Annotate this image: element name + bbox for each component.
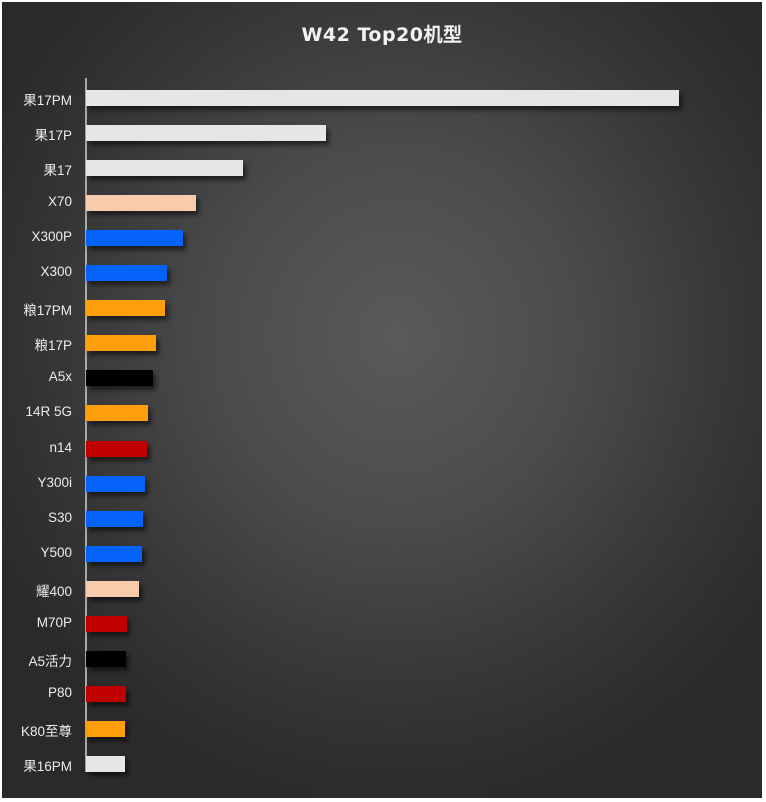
category-label: S30 — [47, 509, 72, 525]
bar — [86, 195, 196, 212]
category-label: P80 — [47, 684, 72, 700]
bar — [86, 755, 125, 772]
bar-row: P80 — [2, 676, 762, 711]
category-label: A5x — [48, 369, 72, 385]
category-label: A5活力 — [28, 653, 72, 669]
category-label: 果17P — [34, 128, 72, 144]
bar — [86, 545, 142, 562]
category-label: 粮17PM — [23, 303, 72, 319]
category-label: X300P — [31, 229, 72, 245]
bar — [86, 370, 153, 387]
bar — [86, 160, 243, 177]
category-label: X300 — [40, 264, 72, 280]
category-label: 耀400 — [35, 583, 72, 599]
bar-row: 果17PM — [2, 80, 762, 115]
category-label: Y300i — [37, 474, 72, 490]
category-label: 14R 5G — [25, 404, 72, 420]
bar-row: Y300i — [2, 466, 762, 501]
bar-row: X70 — [2, 185, 762, 220]
bar-row: A5x — [2, 360, 762, 395]
bar-row: X300P — [2, 220, 762, 255]
bar-row: 果17P — [2, 115, 762, 150]
bar-row: 14R 5G — [2, 395, 762, 430]
bar — [86, 685, 126, 702]
bar — [86, 230, 183, 247]
bar-row: 耀400 — [2, 571, 762, 606]
category-label: n14 — [49, 439, 72, 455]
y-axis-line — [85, 78, 87, 772]
bar — [86, 615, 127, 632]
bar — [86, 300, 165, 317]
category-label: 果17PM — [23, 93, 72, 108]
category-label: 粮17P — [34, 338, 72, 354]
bar-row: 粮17PM — [2, 290, 762, 325]
category-label: M70P — [36, 614, 72, 630]
bar-row: 果17 — [2, 150, 762, 185]
bar — [86, 265, 167, 282]
bar — [86, 650, 126, 667]
bar-row: Y500 — [2, 536, 762, 571]
bar-row: X300 — [2, 255, 762, 290]
category-label: X70 — [47, 194, 72, 210]
bar — [86, 475, 145, 492]
bar — [86, 510, 143, 527]
bar-row: n14 — [2, 431, 762, 466]
bar-row: K80至尊 — [2, 711, 762, 746]
category-label: 果17 — [43, 163, 72, 179]
category-label: 果16PM — [23, 758, 72, 774]
category-label: K80至尊 — [20, 723, 72, 739]
category-label: Y500 — [40, 544, 72, 560]
chart-title: W42 Top20机型 — [301, 24, 463, 46]
bar — [86, 720, 125, 737]
bar-row: 粮17P — [2, 325, 762, 360]
bar — [86, 440, 147, 457]
bar — [86, 125, 326, 142]
bar — [86, 90, 679, 106]
bar-row: A5活力 — [2, 641, 762, 676]
bar — [86, 405, 148, 422]
bar-row: S30 — [2, 501, 762, 536]
bar-row: M70P — [2, 606, 762, 641]
bar-row: 果16PM — [2, 746, 762, 781]
bar — [86, 580, 139, 597]
bar — [86, 335, 156, 352]
